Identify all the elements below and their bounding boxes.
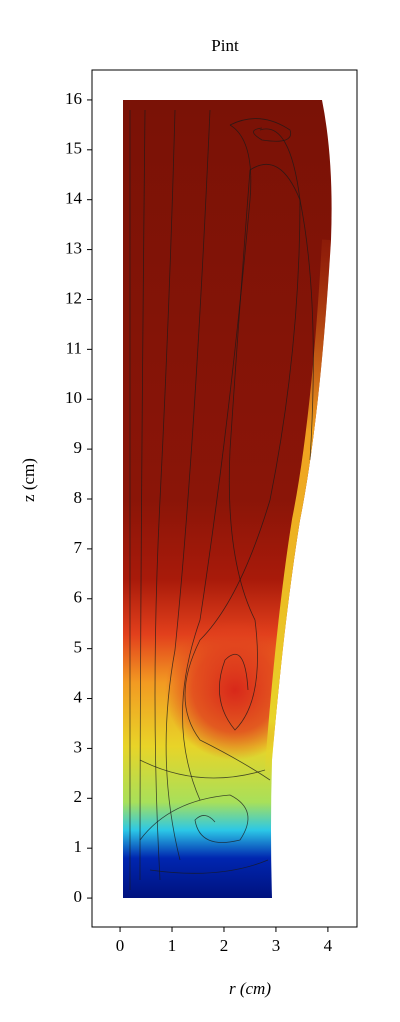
- y-tick-label: 1: [74, 837, 83, 856]
- streamline: [139, 794, 249, 843]
- x-axis-label: r (cm): [229, 979, 271, 998]
- x-tick-label: 1: [168, 936, 177, 955]
- field: [123, 100, 332, 898]
- y-tick-label: 15: [65, 139, 82, 158]
- y-tick-label: 5: [74, 638, 83, 657]
- streamlines: [129, 109, 314, 890]
- y-tick-label: 10: [65, 388, 82, 407]
- streamline: [229, 118, 292, 142]
- y-tick-label: 11: [66, 338, 82, 357]
- streamline: [219, 164, 314, 731]
- y-tick-label: 2: [74, 787, 83, 806]
- y-tick-label: 16: [65, 89, 82, 108]
- x-tick-label: 3: [272, 936, 281, 955]
- chart-title: Pint: [211, 36, 239, 55]
- y-tick-label: 6: [74, 588, 83, 607]
- streamline: [182, 124, 252, 801]
- x-tick-label: 4: [324, 936, 333, 955]
- x-tick-label: 0: [116, 936, 125, 955]
- y-tick-label: 8: [74, 488, 83, 507]
- y-tick-label: 13: [65, 238, 82, 257]
- streamline: [149, 859, 269, 874]
- streamline: [139, 109, 146, 881]
- y-tick-label: 14: [65, 189, 83, 208]
- y-tick-label: 3: [74, 737, 83, 756]
- streamline: [154, 109, 176, 881]
- y-axis-label: z (cm): [19, 458, 38, 502]
- x-tick-label: 2: [220, 936, 229, 955]
- y-tick-label: 12: [65, 288, 82, 307]
- streamline: [165, 109, 211, 861]
- y-tick-label: 9: [74, 438, 83, 457]
- y-tick-label: 0: [74, 887, 83, 906]
- y-tick-label: 4: [74, 687, 83, 706]
- y-tick-label: 7: [74, 538, 83, 557]
- streamline: [139, 759, 266, 779]
